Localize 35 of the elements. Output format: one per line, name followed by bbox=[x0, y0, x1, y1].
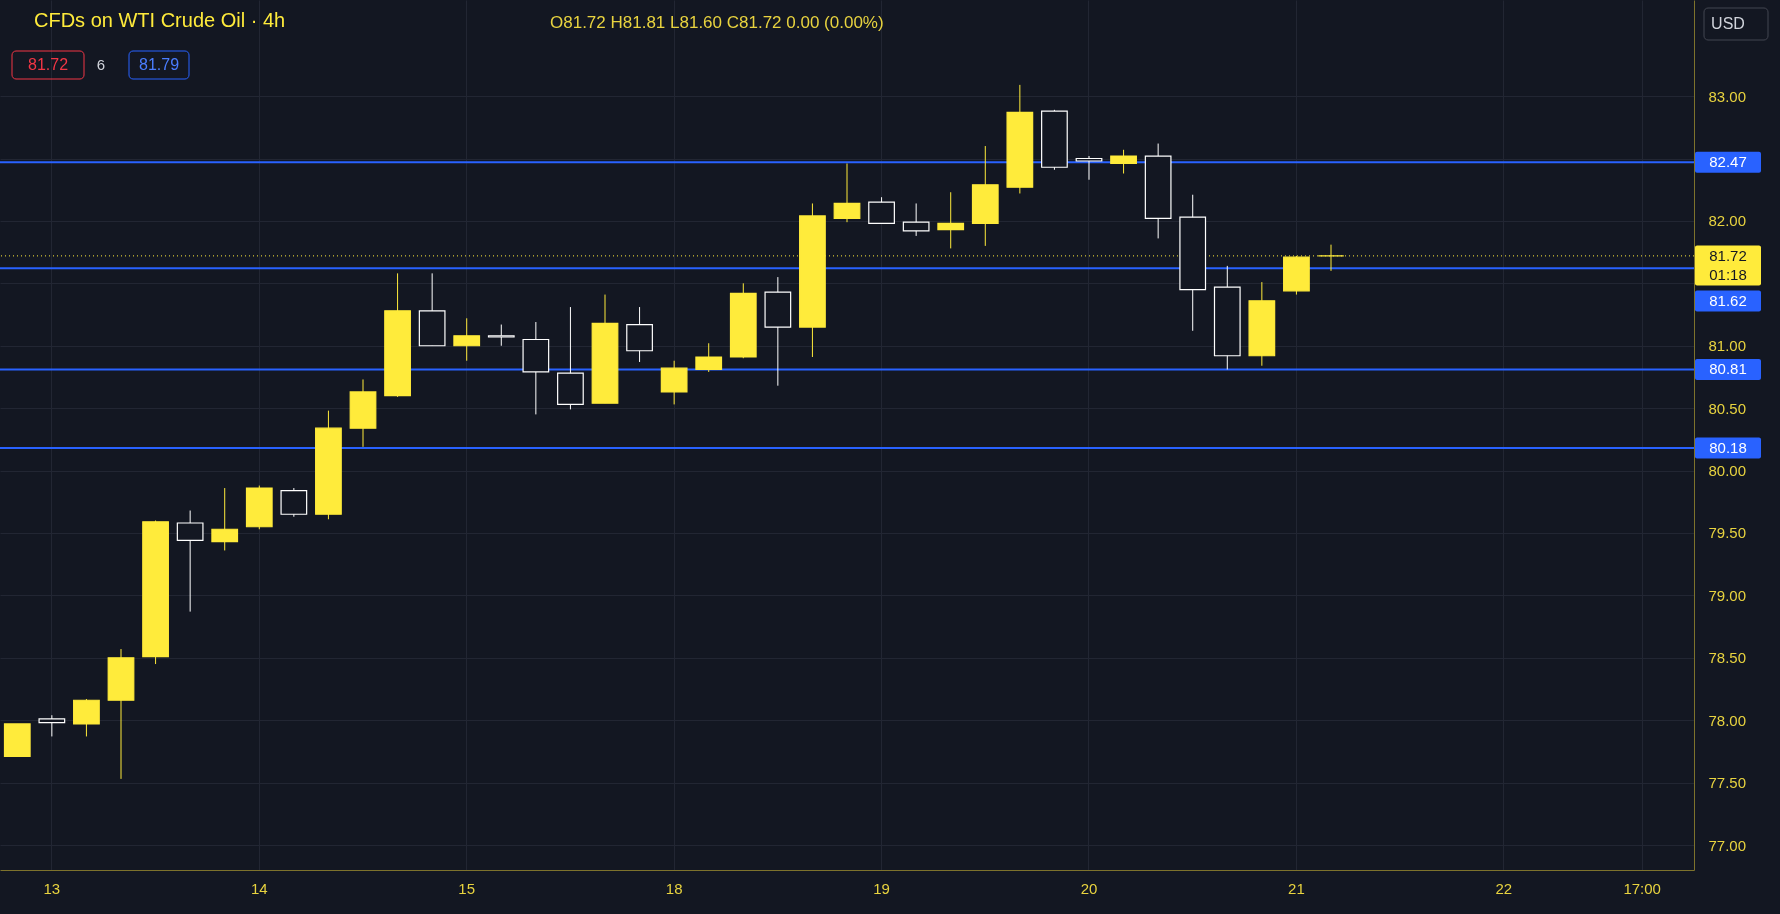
annotation: 81.72 bbox=[27, 56, 69, 73]
ref-line-label: 81.62 bbox=[1709, 291, 1747, 309]
candlestick bbox=[937, 191, 965, 249]
y-tick-label: 82.00 bbox=[1708, 212, 1747, 230]
y-tick-label: 80.00 bbox=[1708, 462, 1747, 480]
y-tick-label: 77.50 bbox=[1708, 774, 1747, 792]
ref-line-label: 80.18 bbox=[1709, 439, 1747, 457]
annotation: 6 bbox=[96, 56, 106, 73]
ref-line-label: 82.47 bbox=[1709, 153, 1747, 171]
x-tick-label: 21 bbox=[1288, 879, 1305, 897]
x-tick-label: 13 bbox=[43, 879, 61, 897]
annotation: O81.72 H81.81 L81.60 C81.72 0.00 (0.00%) bbox=[550, 13, 884, 32]
x-tick-label: 19 bbox=[873, 879, 890, 897]
y-tick-label: 80.50 bbox=[1708, 399, 1747, 417]
text: USD bbox=[1711, 15, 1745, 32]
y-tick-label: 78.00 bbox=[1708, 711, 1747, 729]
y-tick-label: 81.00 bbox=[1708, 337, 1747, 355]
y-tick-label: 83.00 bbox=[1708, 87, 1747, 105]
candlestick bbox=[1075, 155, 1103, 181]
x-tick-label: 22 bbox=[1495, 879, 1513, 897]
ref-line-label: 80.81 bbox=[1709, 360, 1747, 378]
x-tick-label: 14 bbox=[250, 879, 268, 897]
candlestick bbox=[487, 324, 515, 347]
y-tick-label: 78.50 bbox=[1708, 649, 1747, 667]
text: 01:18 bbox=[1709, 265, 1747, 283]
x-tick-label: 18 bbox=[665, 879, 683, 897]
chart-title: CFDs on WTI Crude Oil · 4h bbox=[34, 9, 286, 31]
y-tick-label: 77.00 bbox=[1708, 836, 1747, 854]
y-tick-label: 79.00 bbox=[1708, 586, 1747, 604]
x-tick-label: 17:00 bbox=[1623, 879, 1661, 897]
annotation: 81.79 bbox=[138, 56, 180, 73]
x-tick-label: 20 bbox=[1080, 879, 1098, 897]
y-tick-label: 79.50 bbox=[1708, 524, 1747, 542]
ref-line-label: 81.72 bbox=[1709, 246, 1747, 264]
x-tick-label: 15 bbox=[458, 879, 476, 897]
